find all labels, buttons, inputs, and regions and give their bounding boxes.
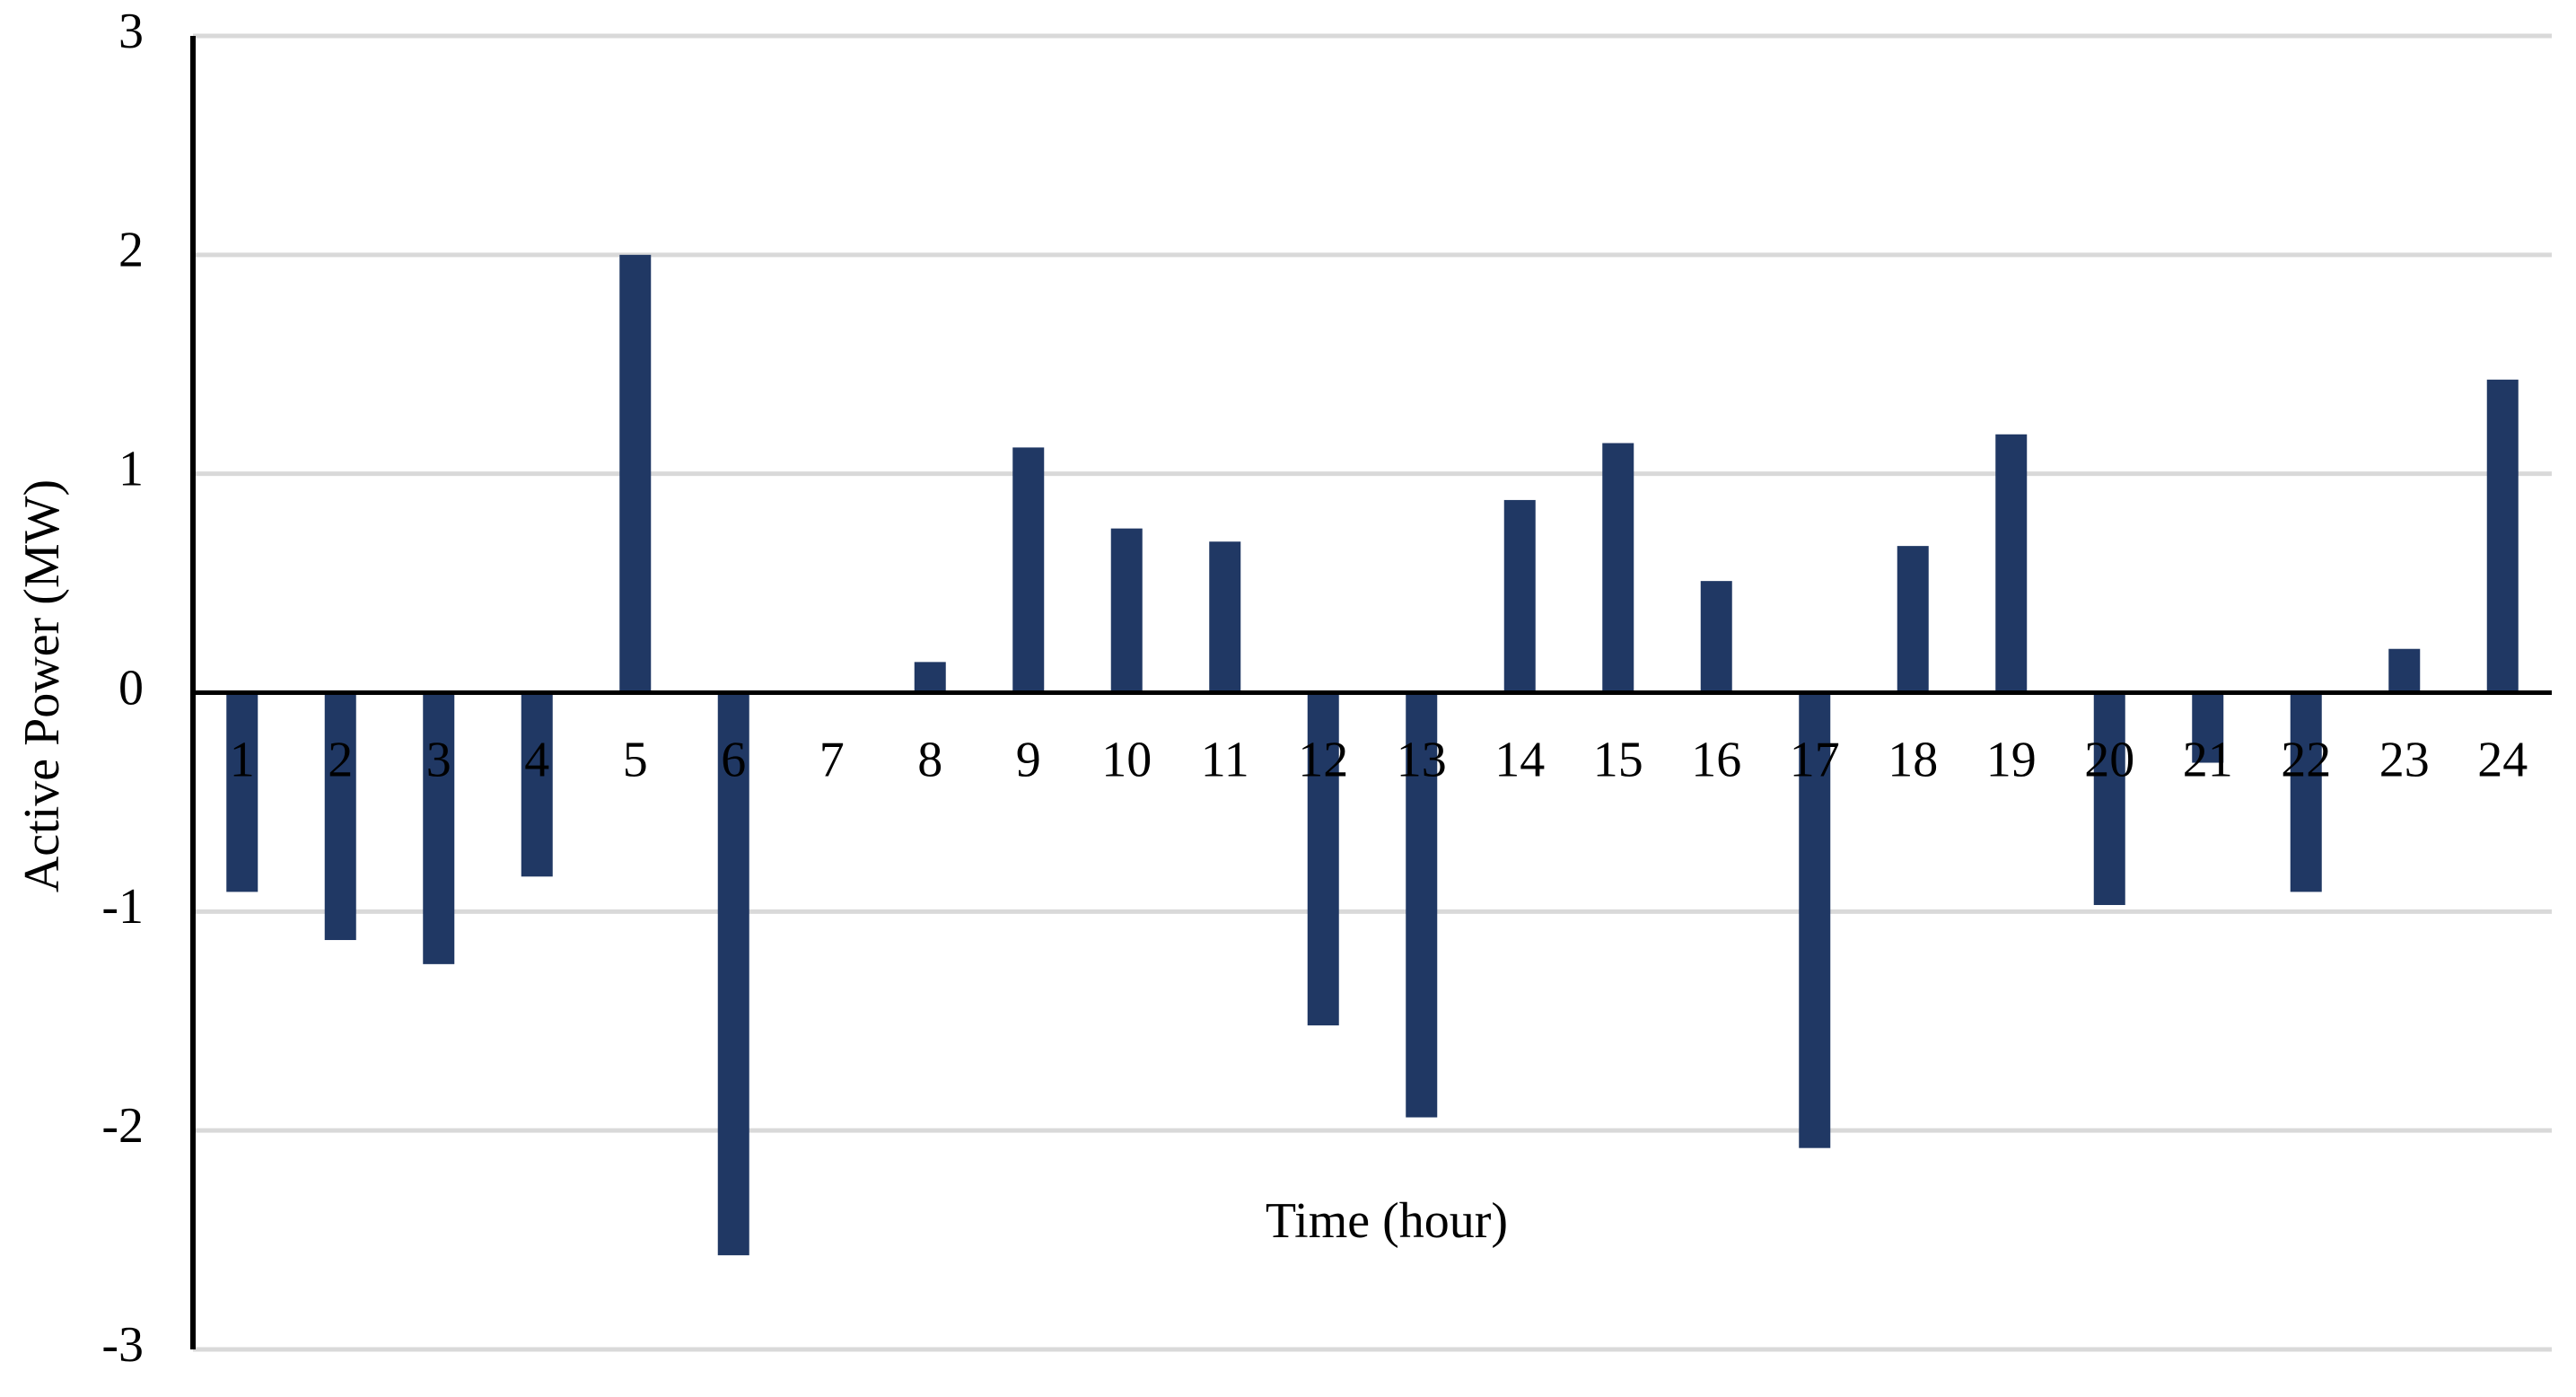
bar — [1012, 447, 1045, 693]
x-tick-label: 12 — [1298, 732, 1348, 787]
x-axis-title: Time (hour) — [1266, 1193, 1508, 1249]
y-tick-label: 3 — [118, 4, 144, 59]
bar — [619, 254, 652, 693]
x-tick-label: 17 — [1790, 732, 1840, 787]
bar — [914, 662, 946, 693]
x-tick-label: 19 — [1986, 732, 2037, 787]
x-tick-label: 1 — [230, 732, 255, 787]
bar — [2093, 692, 2125, 906]
bar — [1406, 692, 1438, 1118]
x-tick-label: 2 — [328, 732, 353, 787]
y-tick-label: -1 — [101, 879, 144, 935]
y-tick-label: 1 — [118, 442, 144, 497]
x-tick-label: 22 — [2281, 732, 2331, 787]
bar — [1700, 581, 1732, 693]
x-tick-label: 23 — [2379, 732, 2430, 787]
bar — [1503, 499, 1536, 693]
bar — [2486, 379, 2519, 693]
bar — [2290, 692, 2322, 892]
x-tick-label: 13 — [1397, 732, 1447, 787]
y-tick-label: 2 — [118, 223, 144, 278]
bar — [521, 692, 553, 877]
x-tick-label: 10 — [1101, 732, 1152, 787]
x-tick-label: 14 — [1494, 732, 1545, 787]
x-tick-label: 5 — [623, 732, 648, 787]
bar — [226, 692, 258, 892]
y-tick-label: -2 — [101, 1098, 144, 1154]
bar — [1995, 434, 2028, 693]
x-tick-label: 4 — [524, 732, 549, 787]
bar — [1110, 528, 1143, 693]
bar — [1897, 546, 1929, 693]
bar — [1209, 541, 1241, 693]
x-tick-label: 20 — [2084, 732, 2134, 787]
x-tick-label: 18 — [1888, 732, 1938, 787]
x-tick-label: 9 — [1016, 732, 1041, 787]
bar — [324, 692, 356, 941]
bar — [1602, 443, 1634, 693]
y-tick-label: -3 — [101, 1317, 144, 1373]
bar — [2192, 692, 2224, 763]
x-tick-label: 8 — [917, 732, 942, 787]
x-tick-label: 6 — [721, 732, 746, 787]
y-tick-label: 0 — [118, 660, 144, 716]
x-tick-label: 24 — [2477, 732, 2528, 787]
bar — [1307, 692, 1339, 1026]
x-tick-label: 15 — [1593, 732, 1643, 787]
x-tick-label: 21 — [2183, 732, 2233, 787]
bar — [1799, 692, 1831, 1148]
y-axis-title: Active Power (MW) — [14, 479, 70, 892]
x-tick-label: 11 — [1201, 732, 1249, 787]
x-tick-label: 3 — [426, 732, 451, 787]
x-tick-label: 16 — [1691, 732, 1741, 787]
bar — [717, 692, 749, 1256]
bar — [423, 692, 455, 964]
bar — [2388, 648, 2421, 693]
x-tick-label: 7 — [819, 732, 845, 787]
